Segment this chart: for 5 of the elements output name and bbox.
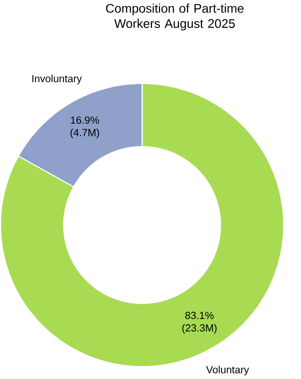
data-label: 16.9% (4.7M): [70, 116, 100, 138]
chart-title: Composition of Part-time Workers August 2025: [106, 4, 244, 30]
slice-label: Voluntary: [206, 366, 250, 376]
slice-label: Involuntary: [32, 74, 82, 84]
data-label: 83.1% (23.3M): [182, 312, 217, 334]
